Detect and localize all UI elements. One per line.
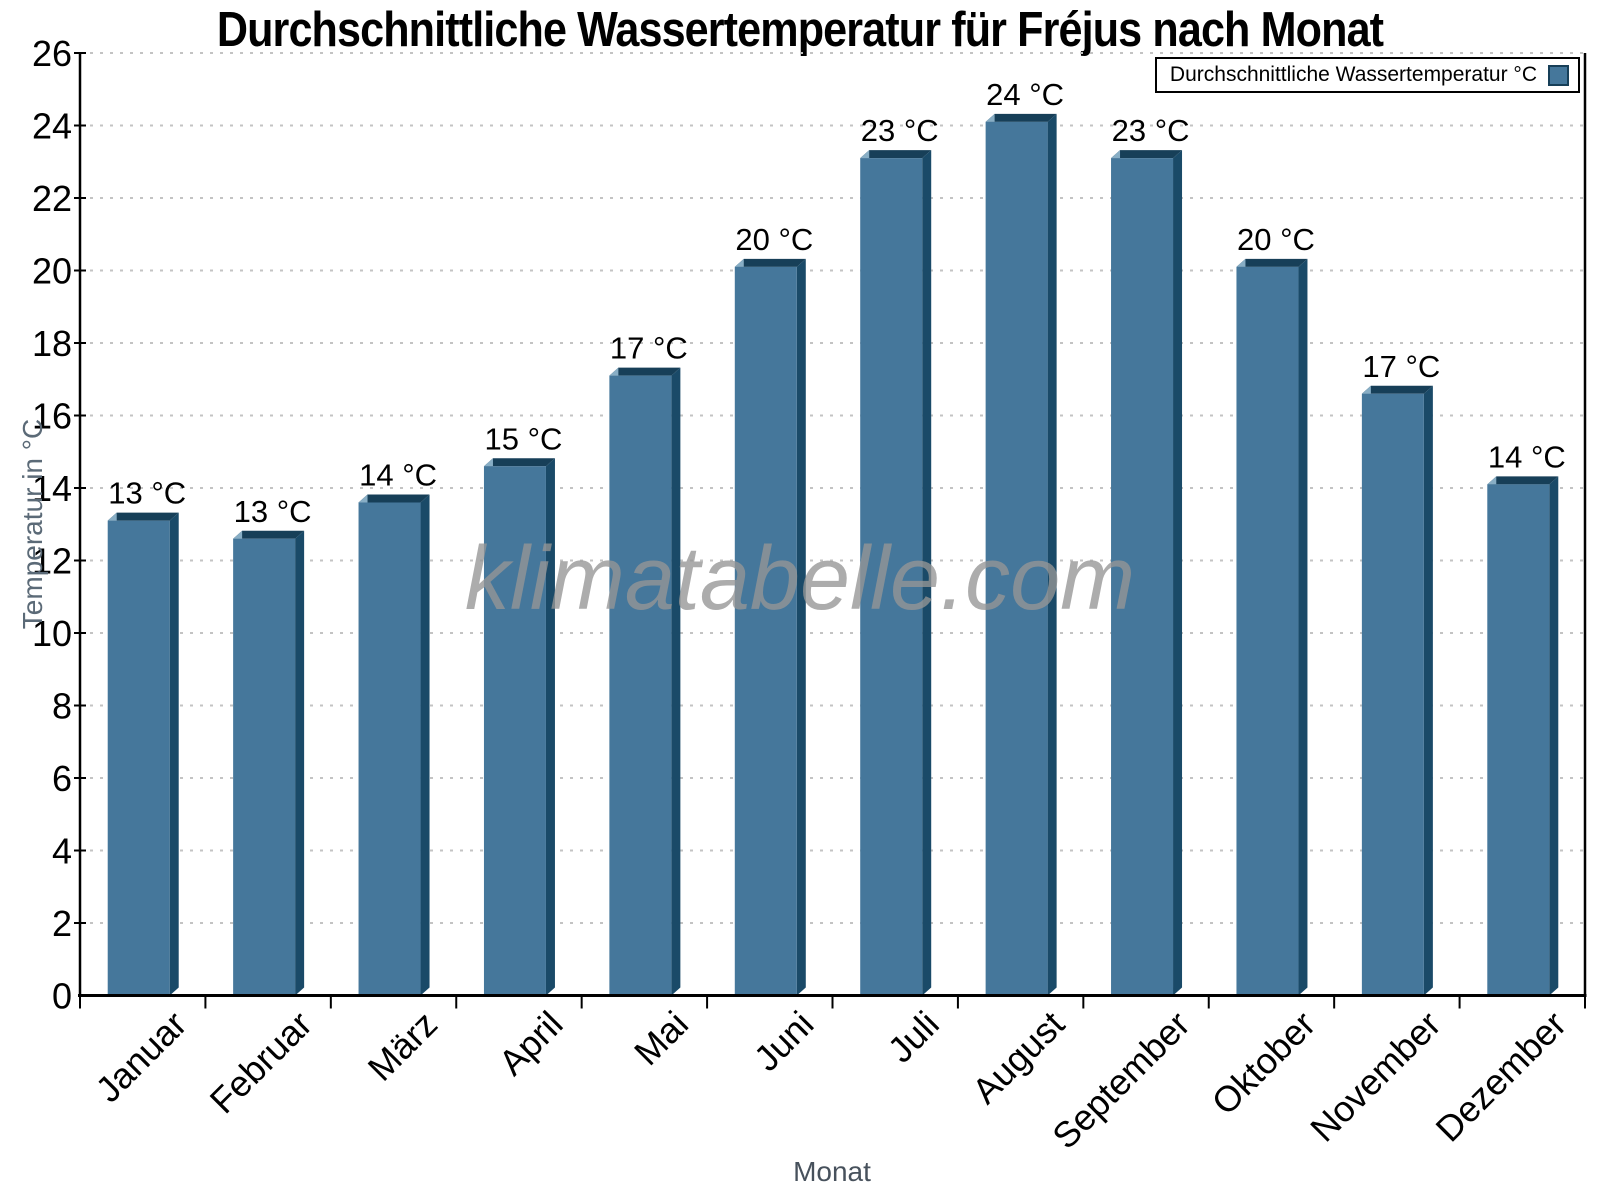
- bar-dezember-highlight: [1487, 476, 1497, 485]
- x-tick-label: August: [964, 1003, 1072, 1111]
- y-tick-label: 10: [32, 613, 72, 654]
- bar-november: [1361, 393, 1424, 996]
- bar-juli-top: [860, 150, 932, 159]
- bar-value-label: 23 °C: [861, 113, 939, 148]
- bar-mai-top: [609, 367, 681, 376]
- y-tick-label: 26: [32, 33, 72, 74]
- bar-juni: [734, 266, 797, 996]
- y-tick-label: 8: [52, 686, 72, 727]
- bar-januar: [107, 520, 170, 996]
- bar-value-label: 13 °C: [108, 476, 186, 511]
- y-tick-label: 12: [32, 541, 72, 582]
- bar-august-side: [1047, 113, 1057, 996]
- bar-juni-top: [734, 258, 806, 267]
- bar-september-top: [1111, 150, 1183, 159]
- y-tick-label: 24: [32, 106, 72, 147]
- bar-value-label: 20 °C: [735, 222, 813, 257]
- x-tick-label: Juni: [746, 1003, 822, 1079]
- legend-box: Durchschnittliche Wassertemperatur °C: [1154, 57, 1580, 93]
- bar-april: [483, 466, 546, 996]
- bar-value-label: 23 °C: [1112, 113, 1190, 148]
- bar-juli-side: [922, 150, 932, 996]
- bar-september: [1111, 158, 1174, 996]
- bar-value-label: 13 °C: [234, 494, 312, 529]
- bar-mai-highlight: [609, 367, 619, 376]
- x-tick-label: März: [360, 1003, 446, 1089]
- bar-februar-highlight: [233, 530, 243, 539]
- bar-januar-side: [169, 512, 179, 996]
- bar-märz: [358, 502, 421, 996]
- bar-september-highlight: [1111, 150, 1121, 159]
- bar-november-top: [1361, 385, 1433, 394]
- y-axis-title: Temperatur in °C: [17, 418, 48, 630]
- bar-value-label: 20 °C: [1237, 222, 1315, 257]
- bar-august-highlight: [985, 113, 995, 122]
- x-tick-label: Januar: [88, 1003, 195, 1110]
- bar-januar-top: [107, 512, 179, 521]
- bar-august: [985, 121, 1048, 996]
- x-tick-label: Februar: [202, 1003, 320, 1121]
- x-tick-label: November: [1302, 1003, 1448, 1149]
- bar-dezember-side: [1549, 476, 1559, 996]
- bar-april-side: [545, 458, 555, 996]
- y-tick-label: 20: [32, 251, 72, 292]
- bar-märz-highlight: [358, 494, 368, 503]
- y-tick-label: 0: [52, 976, 72, 1017]
- bar-value-label: 17 °C: [610, 331, 688, 366]
- legend-label: Durchschnittliche Wassertemperatur °C: [1169, 63, 1537, 86]
- bar-november-highlight: [1361, 385, 1371, 394]
- bar-september-side: [1173, 150, 1183, 996]
- y-tick-label: 14: [32, 468, 72, 509]
- bar-februar-top: [233, 530, 305, 539]
- y-tick-label: 18: [32, 323, 72, 364]
- bar-mai-side: [671, 367, 681, 996]
- x-tick-label: Oktober: [1204, 1003, 1324, 1123]
- x-tick-label: Juli: [880, 1003, 947, 1070]
- bar-value-label: 14 °C: [1488, 439, 1566, 474]
- bar-juli-highlight: [860, 150, 870, 159]
- bar-value-label: 24 °C: [986, 77, 1064, 112]
- y-tick-label: 2: [52, 903, 72, 944]
- bar-oktober-highlight: [1236, 258, 1246, 267]
- x-tick-label: Mai: [626, 1003, 696, 1073]
- bar-dezember-top: [1487, 476, 1559, 485]
- bar-juni-side: [796, 258, 806, 996]
- bar-märz-side: [420, 494, 430, 996]
- bar-oktober-side: [1298, 258, 1308, 996]
- bar-märz-top: [358, 494, 430, 503]
- bar-april-highlight: [483, 458, 493, 467]
- bar-value-label: 17 °C: [1362, 349, 1440, 384]
- bar-februar: [233, 538, 296, 996]
- bar-value-label: 15 °C: [485, 421, 563, 456]
- bar-november-side: [1423, 385, 1433, 996]
- bar-oktober-top: [1236, 258, 1308, 267]
- x-tick-label: April: [491, 1003, 571, 1083]
- bar-august-top: [985, 113, 1057, 122]
- bar-januar-highlight: [107, 512, 117, 521]
- bar-juli: [860, 158, 923, 996]
- x-tick-label: September: [1044, 1003, 1198, 1157]
- y-tick-label: 16: [32, 396, 72, 437]
- bar-dezember: [1487, 484, 1550, 996]
- y-tick-label: 4: [52, 831, 72, 872]
- legend-swatch-icon: [1548, 64, 1569, 86]
- y-tick-label: 6: [52, 758, 72, 799]
- bar-juni-highlight: [734, 258, 744, 267]
- bar-februar-side: [295, 530, 305, 996]
- x-axis-title: Monat: [793, 1156, 871, 1187]
- bar-oktober: [1236, 266, 1299, 996]
- y-tick-label: 22: [32, 178, 72, 219]
- bar-mai: [609, 375, 672, 996]
- x-tick-label: Dezember: [1428, 1003, 1574, 1149]
- bar-april-top: [483, 458, 555, 467]
- bar-value-label: 14 °C: [359, 458, 437, 493]
- chart-title: Durchschnittliche Wassertemperatur für F…: [216, 3, 1384, 57]
